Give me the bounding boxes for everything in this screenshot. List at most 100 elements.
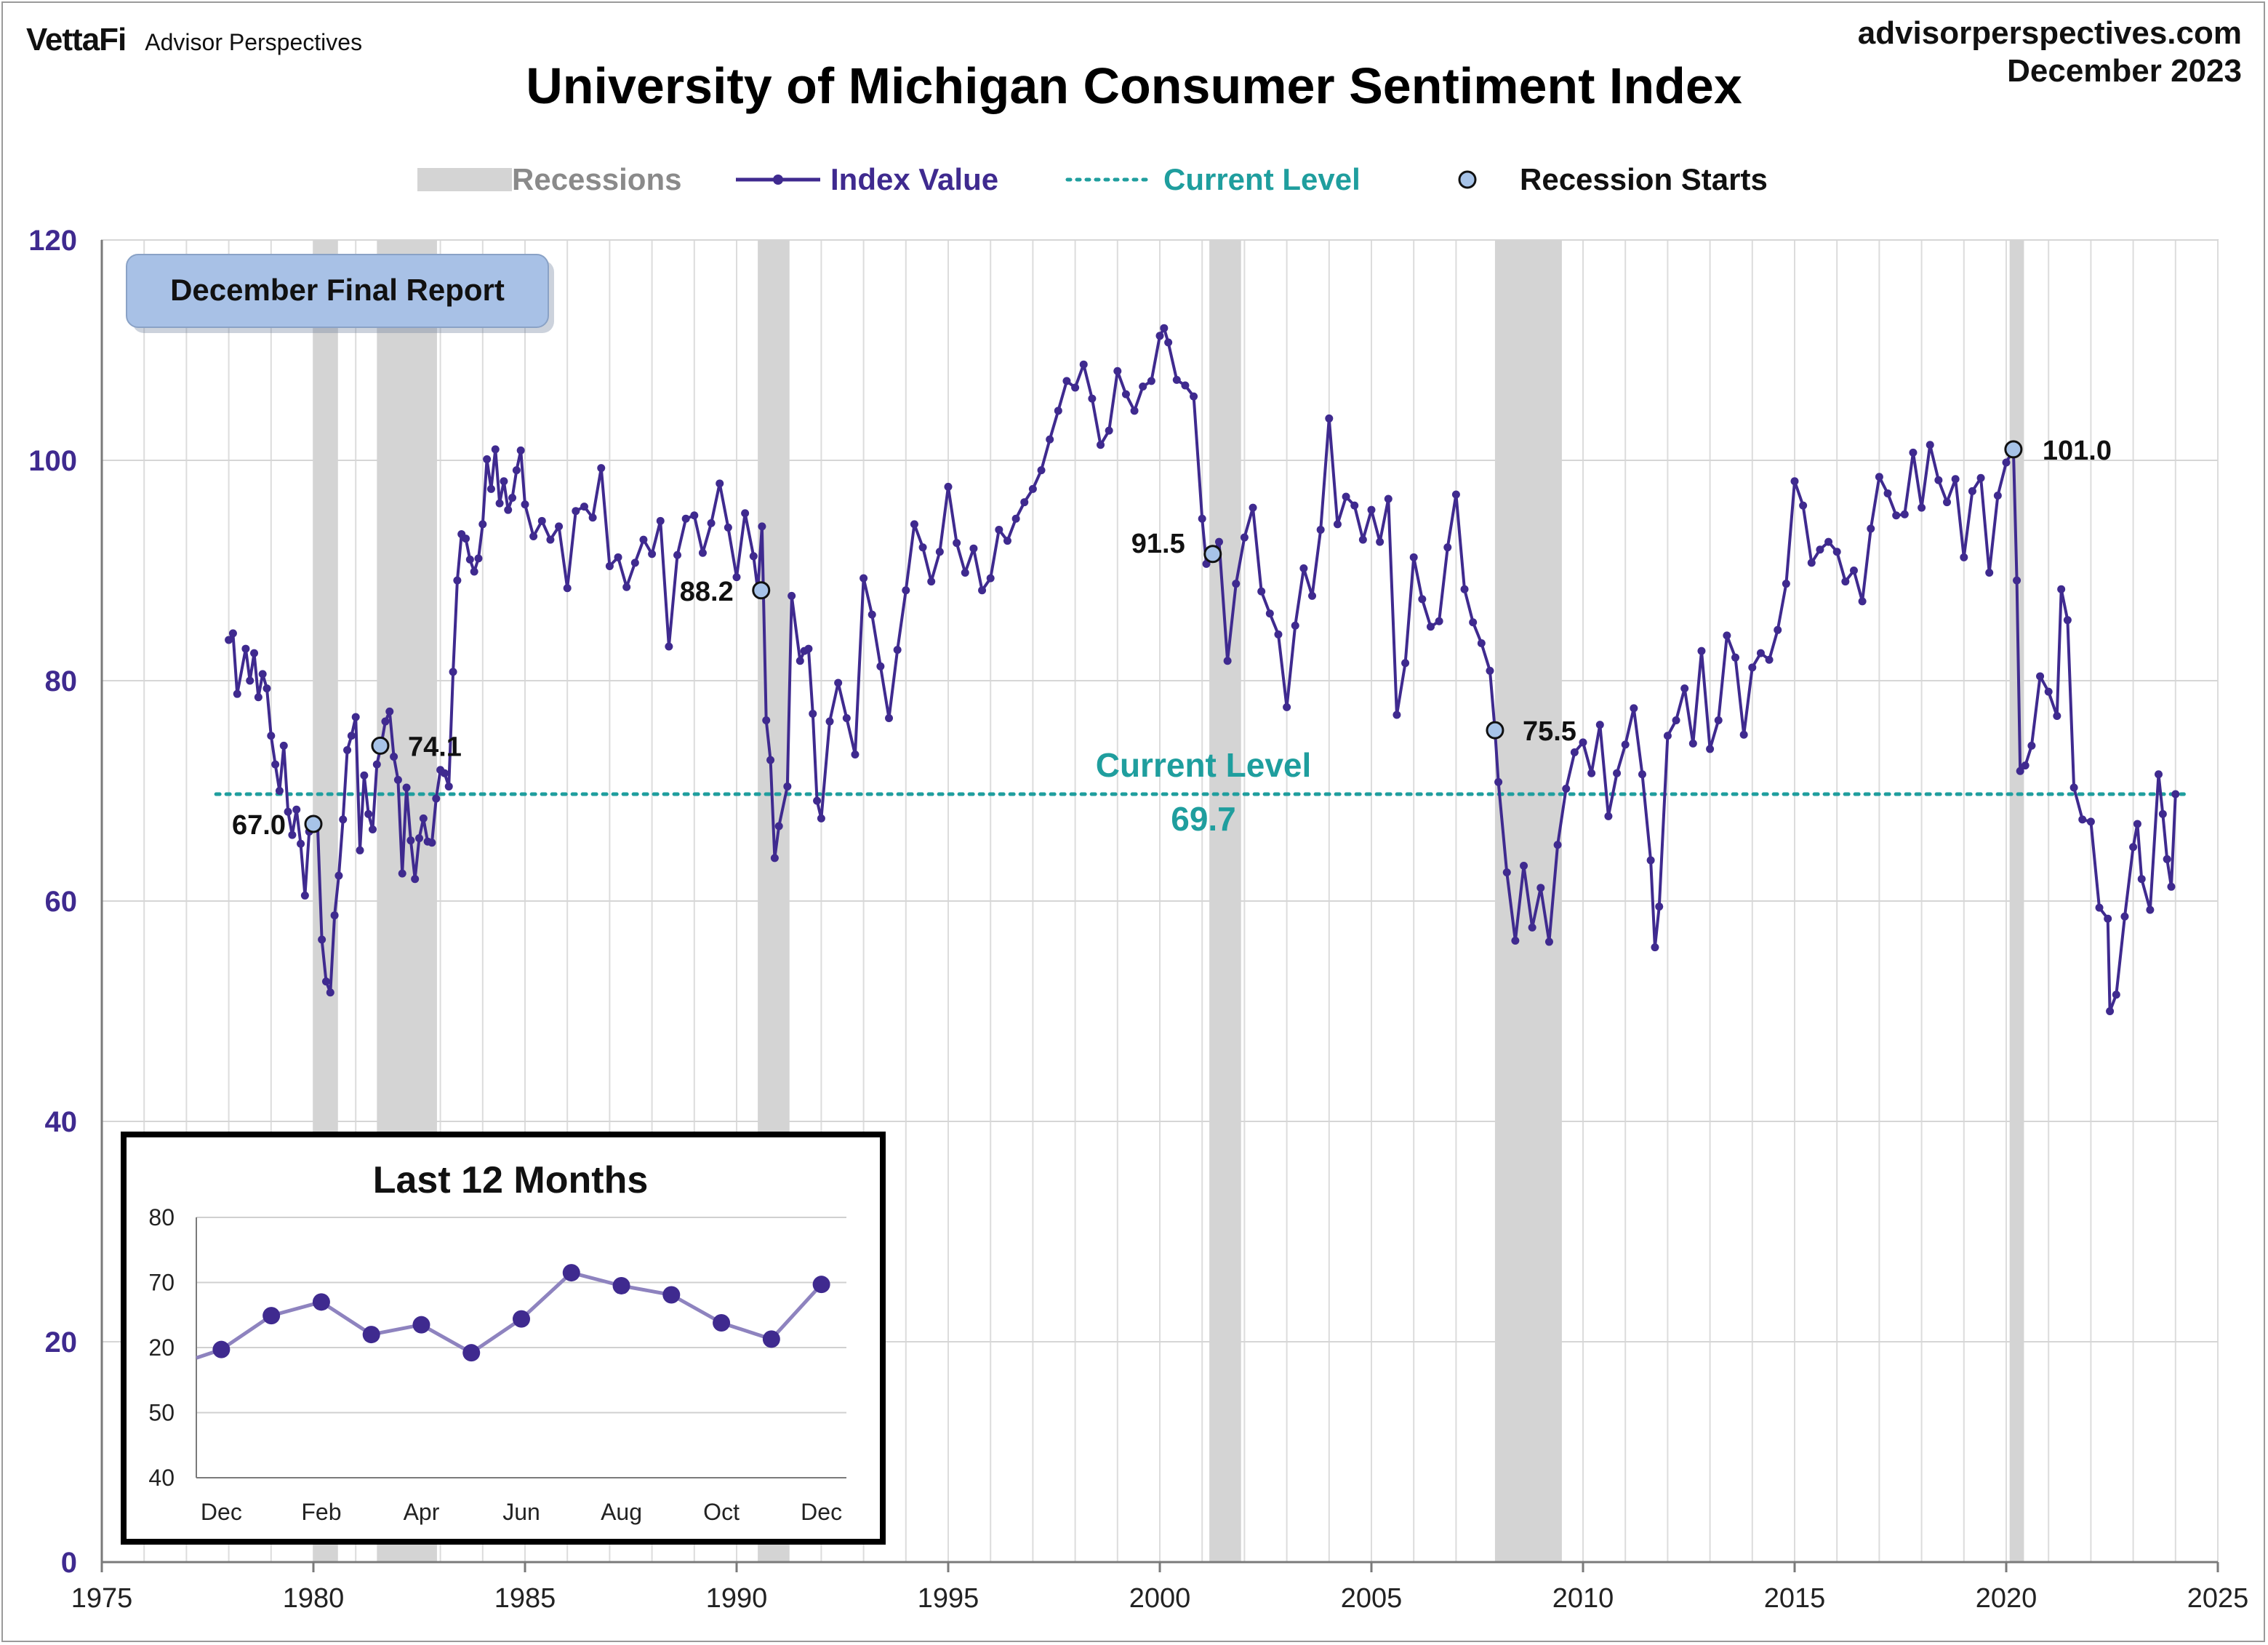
index-data-point bbox=[1816, 545, 1824, 554]
index-data-point bbox=[1655, 902, 1664, 911]
index-data-point bbox=[961, 569, 969, 577]
index-data-point bbox=[1046, 435, 1054, 444]
recession-start-marker bbox=[1486, 721, 1504, 740]
index-data-point bbox=[758, 522, 766, 531]
index-data-point bbox=[491, 445, 500, 454]
index-data-point bbox=[1232, 580, 1241, 588]
index-data-point bbox=[885, 714, 894, 723]
inset-x-tick-label: Jun bbox=[502, 1499, 540, 1525]
index-data-point bbox=[859, 574, 868, 583]
legend-index-dot bbox=[773, 175, 783, 185]
index-data-point bbox=[622, 583, 631, 591]
index-data-point bbox=[681, 514, 690, 523]
index-data-point bbox=[1393, 711, 1401, 719]
index-data-point bbox=[1384, 495, 1393, 503]
x-tick-label: 1980 bbox=[283, 1583, 345, 1614]
index-data-point bbox=[707, 519, 716, 527]
index-data-point bbox=[796, 657, 804, 665]
index-data-point bbox=[1435, 617, 1443, 625]
inset-data-point bbox=[263, 1307, 281, 1325]
index-data-point bbox=[1782, 580, 1790, 588]
index-data-point bbox=[2112, 990, 2120, 999]
index-data-point bbox=[2129, 843, 2138, 852]
index-data-point bbox=[673, 551, 682, 559]
index-data-point bbox=[813, 796, 822, 805]
index-data-point bbox=[1706, 745, 1715, 753]
index-data-point bbox=[1494, 777, 1503, 786]
index-data-point bbox=[804, 644, 813, 653]
index-data-point bbox=[1037, 466, 1046, 475]
index-data-point bbox=[1113, 367, 1122, 375]
index-data-point bbox=[788, 591, 796, 600]
recession-start-label: 75.5 bbox=[1523, 716, 1576, 747]
index-data-point bbox=[1418, 595, 1427, 604]
index-data-point bbox=[1976, 473, 1985, 482]
site-info: advisorperspectives.com December 2023 bbox=[1858, 15, 2242, 90]
index-data-point bbox=[1155, 332, 1164, 340]
index-data-point bbox=[2057, 585, 2066, 593]
index-data-point bbox=[2133, 820, 2141, 828]
index-data-point bbox=[1536, 884, 1545, 892]
index-data-point bbox=[2167, 882, 2176, 891]
index-data-point bbox=[588, 513, 597, 522]
inset-data-point bbox=[762, 1330, 780, 1348]
inset-title: Last 12 Months bbox=[373, 1159, 649, 1201]
index-data-point bbox=[665, 642, 673, 651]
index-data-point bbox=[995, 525, 1003, 534]
index-data-point bbox=[867, 610, 876, 619]
index-data-point bbox=[2086, 817, 2095, 826]
index-data-point bbox=[749, 552, 758, 561]
index-data-point bbox=[774, 822, 783, 830]
y-tick-label: 60 bbox=[45, 886, 78, 918]
index-data-point bbox=[279, 741, 288, 750]
index-data-point bbox=[1283, 703, 1291, 711]
index-data-point bbox=[1477, 639, 1486, 647]
index-data-point bbox=[411, 875, 420, 884]
index-data-point bbox=[1579, 738, 1587, 747]
x-tick-label: 1990 bbox=[706, 1583, 768, 1614]
page-title: University of Michigan Consumer Sentimen… bbox=[526, 57, 1742, 114]
inset-data-point bbox=[562, 1264, 580, 1282]
index-data-point bbox=[1630, 704, 1638, 713]
index-data-point bbox=[1613, 769, 1622, 777]
index-data-point bbox=[842, 714, 851, 723]
index-data-point bbox=[419, 814, 428, 822]
index-data-point bbox=[258, 670, 267, 679]
report-date: December 2023 bbox=[2007, 53, 2242, 89]
index-data-point bbox=[318, 935, 326, 944]
index-data-point bbox=[372, 760, 381, 769]
index-data-point bbox=[817, 814, 825, 822]
index-data-point bbox=[2069, 783, 2078, 792]
index-data-point bbox=[1774, 625, 1782, 634]
recession-start-label: 101.0 bbox=[2043, 436, 2112, 466]
index-data-point bbox=[1651, 943, 1659, 952]
index-data-point bbox=[2063, 616, 2072, 625]
index-data-point bbox=[1731, 653, 1740, 662]
vettafi-logo: VettaFi bbox=[26, 22, 127, 57]
inset-x-tick-label: Dec bbox=[801, 1499, 842, 1525]
inset-x-tick-label: Apr bbox=[404, 1499, 440, 1525]
index-data-point bbox=[572, 507, 580, 516]
index-data-point bbox=[605, 561, 614, 570]
index-data-point bbox=[1841, 577, 1850, 586]
inset-y-tick-label: 20 bbox=[148, 1334, 175, 1361]
index-data-point bbox=[1765, 655, 1774, 664]
index-data-point bbox=[2104, 914, 2112, 923]
index-data-point bbox=[1511, 937, 1520, 945]
recession-start-marker bbox=[2004, 440, 2023, 459]
index-data-point bbox=[851, 751, 859, 759]
x-tick-label: 1995 bbox=[918, 1583, 979, 1614]
index-data-point bbox=[1105, 426, 1113, 435]
index-data-point bbox=[271, 760, 280, 769]
index-data-point bbox=[762, 716, 771, 725]
index-data-point bbox=[1147, 377, 1155, 385]
index-data-point bbox=[288, 830, 297, 839]
index-data-point bbox=[1621, 740, 1630, 749]
index-data-point bbox=[1553, 841, 1562, 849]
index-data-point bbox=[1367, 505, 1376, 514]
index-data-point bbox=[1198, 514, 1206, 523]
legend-index-label: Index Value bbox=[830, 162, 998, 196]
index-data-point bbox=[2036, 672, 2045, 681]
index-data-point bbox=[639, 535, 648, 544]
index-data-point bbox=[876, 662, 885, 671]
